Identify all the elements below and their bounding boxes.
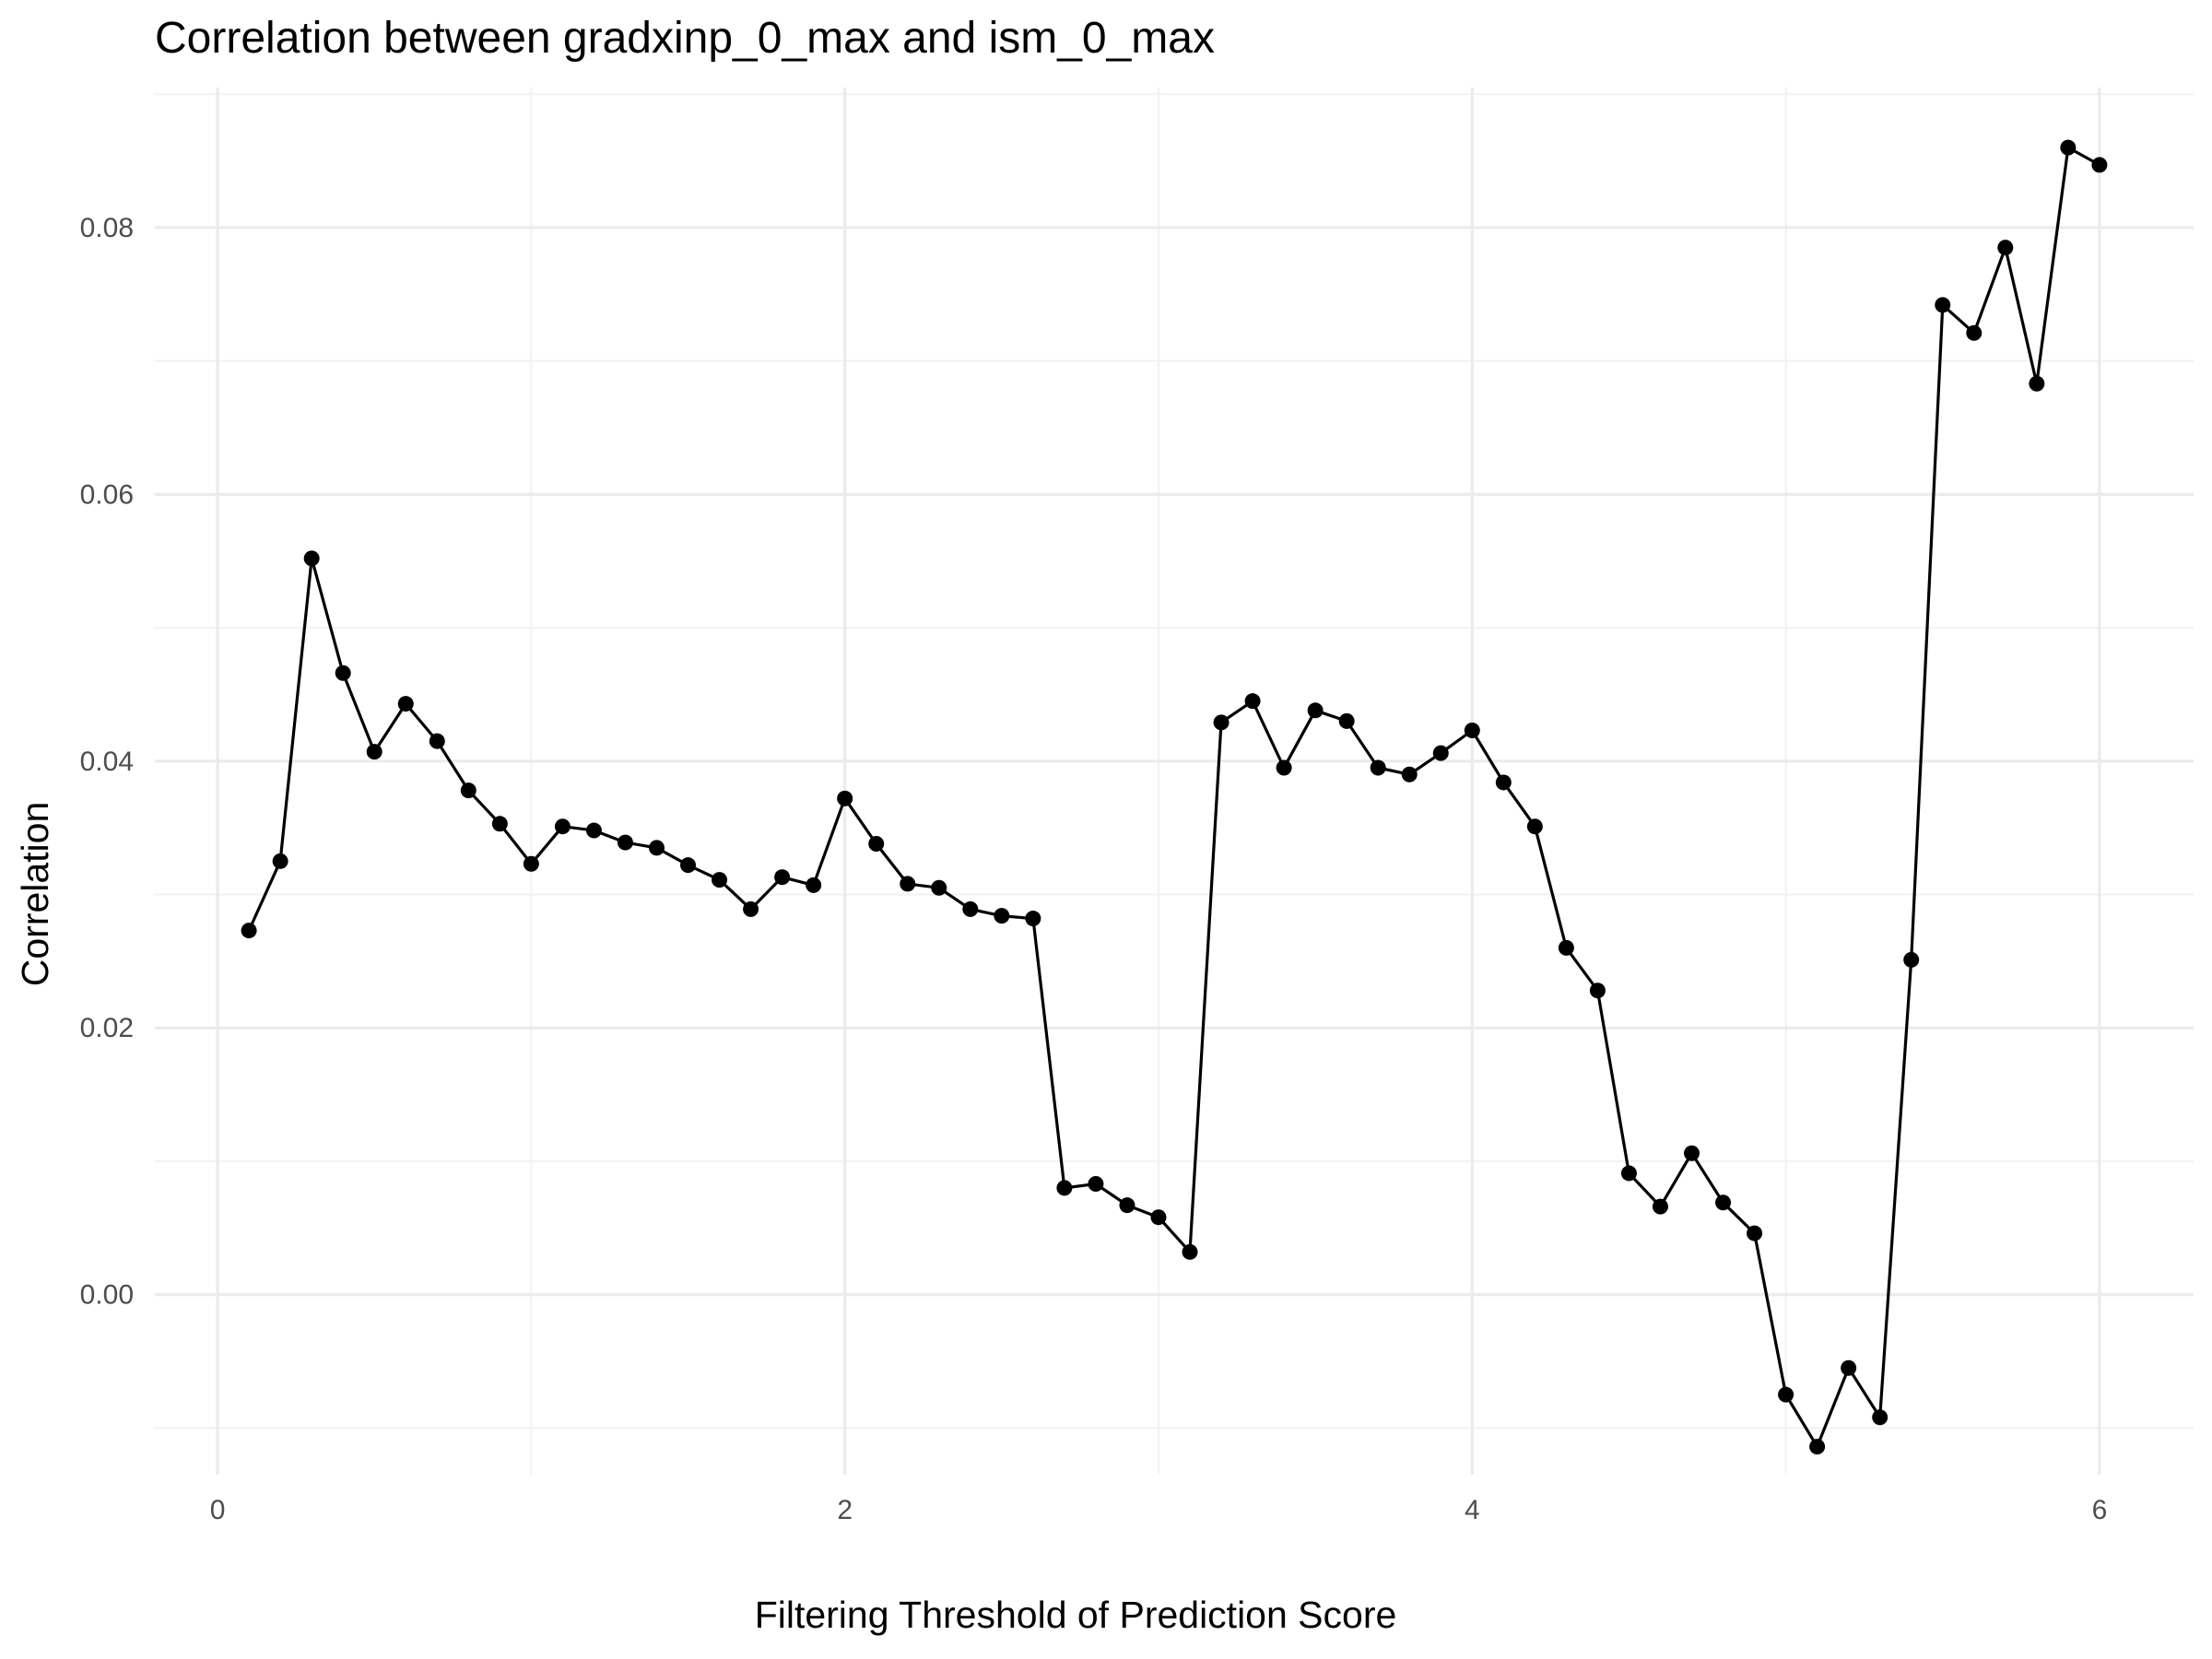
data-point <box>1997 240 2014 256</box>
y-tick-label: 0.06 <box>80 479 134 510</box>
data-point <box>1589 982 1606 999</box>
data-point <box>1841 1359 1857 1376</box>
data-point <box>1966 324 1983 341</box>
y-tick-label: 0.00 <box>80 1280 134 1311</box>
y-tick-label: 0.08 <box>80 213 134 243</box>
data-point <box>1935 297 1951 313</box>
x-tick-label: 6 <box>2092 1495 2108 1525</box>
data-point <box>1150 1209 1167 1226</box>
data-point <box>680 857 697 874</box>
data-point <box>241 923 257 939</box>
data-point <box>585 822 602 839</box>
series-line-layer <box>247 146 2100 1449</box>
data-point <box>2060 139 2077 156</box>
data-point <box>1778 1386 1794 1403</box>
data-point <box>1119 1197 1135 1214</box>
data-point <box>962 900 979 917</box>
data-point <box>1244 693 1261 710</box>
data-point <box>1652 1198 1668 1215</box>
data-point <box>712 872 728 888</box>
data-point <box>1464 723 1480 739</box>
grid-lines <box>155 88 2194 1475</box>
chart-title: Correlation between gradxinp_0_max and i… <box>155 14 1215 63</box>
data-point <box>1213 714 1230 731</box>
data-point <box>1495 774 1512 791</box>
data-point <box>429 733 445 749</box>
data-point <box>1872 1409 1888 1426</box>
data-point <box>1025 911 1041 927</box>
data-point <box>1088 1176 1104 1193</box>
y-axis-title: Correlation <box>14 802 56 987</box>
tick-labels: 0 2 4 6 0.00 0.02 0.04 0.06 0.08 <box>80 213 2108 1525</box>
data-point <box>774 869 791 886</box>
data-point <box>994 908 1010 924</box>
data-point <box>1276 759 1292 776</box>
x-axis-title: Filtering Threshold of Prediction Score <box>755 1594 1397 1636</box>
data-point <box>1903 951 1920 968</box>
data-point <box>1338 712 1355 729</box>
data-point <box>1526 818 1543 835</box>
data-point <box>868 836 885 853</box>
data-point <box>1401 766 1418 782</box>
y-tick-label: 0.02 <box>80 1013 134 1043</box>
x-tick-label: 4 <box>1465 1495 1480 1525</box>
x-tick-label: 2 <box>837 1495 853 1525</box>
x-tick-label: 0 <box>210 1495 226 1525</box>
data-point <box>1558 939 1574 956</box>
data-point <box>648 840 665 856</box>
data-point <box>1684 1145 1700 1161</box>
data-point <box>2029 375 2045 392</box>
data-point <box>1307 702 1324 719</box>
data-point <box>303 550 320 567</box>
data-point <box>397 696 414 712</box>
data-point <box>523 855 539 872</box>
data-point <box>1182 1243 1198 1260</box>
data-point <box>837 790 853 806</box>
data-point <box>806 877 822 893</box>
data-point <box>1809 1439 1826 1455</box>
data-point <box>1715 1194 1732 1211</box>
data-point <box>1747 1225 1763 1241</box>
data-point <box>335 665 351 681</box>
y-tick-label: 0.04 <box>80 747 134 777</box>
data-point <box>1432 745 1449 761</box>
data-points <box>241 139 2108 1455</box>
data-point <box>617 834 633 851</box>
series-line <box>247 146 2100 1449</box>
data-point <box>1056 1180 1073 1196</box>
data-point <box>1620 1165 1637 1182</box>
data-point <box>366 744 382 760</box>
data-point <box>931 879 947 896</box>
data-point <box>900 876 916 892</box>
data-point <box>743 900 759 917</box>
data-point <box>460 782 477 799</box>
data-point <box>2091 157 2108 173</box>
data-point <box>272 853 288 869</box>
data-point <box>554 818 571 835</box>
data-point <box>491 816 508 832</box>
data-point <box>1370 759 1386 776</box>
